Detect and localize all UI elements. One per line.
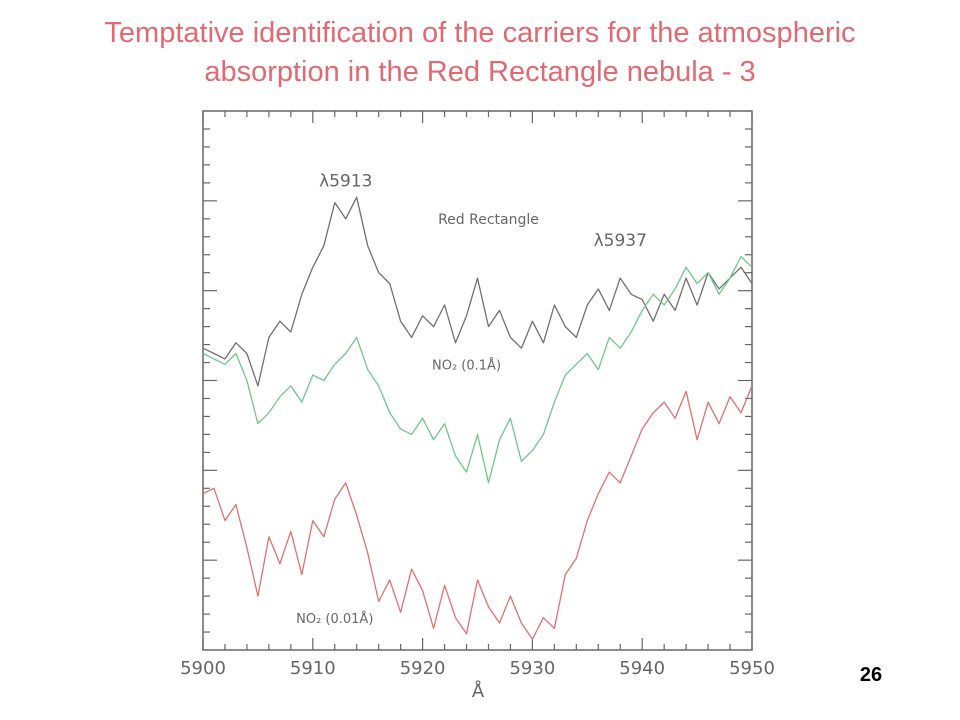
x-tick-labels: 5900 5910 5920 5930 5940 5950: [180, 658, 775, 679]
series-line-2: [203, 255, 752, 484]
x-tick-label: 5900: [180, 658, 226, 679]
chart-annotation: NO₂ (0.01Å): [296, 611, 373, 627]
series-line-3: [203, 385, 752, 640]
chart-annotation: Red Rectangle: [438, 212, 539, 228]
x-axis-label: Å: [472, 680, 485, 702]
x-tick-label: 5930: [509, 658, 555, 679]
chart-annotation: λ5937: [594, 231, 647, 251]
x-tick-label: 5920: [400, 658, 446, 679]
series-line-1: [203, 196, 752, 387]
slide-title-line-1: Temptative identification of the carrier…: [104, 17, 856, 49]
x-tick-label: 5940: [619, 658, 665, 679]
plot-frame: [202, 110, 753, 651]
chart-annotations: λ5913 Red Rectangle λ5937 NO₂ (0.1Å) NO₂ (0.…: [296, 171, 647, 627]
series-layer: [203, 196, 752, 640]
axis-ticks: [202, 111, 753, 650]
x-tick-label: 5950: [729, 658, 775, 679]
x-tick-label: 5910: [290, 658, 336, 679]
chart-annotation: λ5913: [319, 171, 372, 191]
chart-annotation: NO₂ (0.1Å): [432, 358, 501, 374]
page-number: 26: [859, 664, 883, 686]
slide-title-line-2: absorption in the Red Rectangle nebula -…: [204, 56, 756, 88]
slide-title: Temptative identification of the carrier…: [20, 14, 940, 92]
